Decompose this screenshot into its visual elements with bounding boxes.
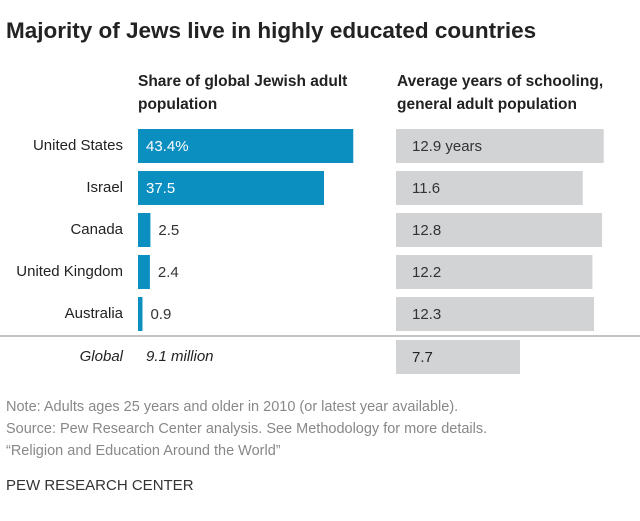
source: “Religion and Education Around the World… [6, 443, 281, 459]
category-label: Canada [70, 221, 123, 238]
value-label: 12.2 [412, 264, 441, 281]
series-header: Share of global Jewish adult population [138, 73, 348, 113]
summary-share: 9.1 million [146, 348, 214, 365]
value-label: 12.9 years [412, 138, 482, 155]
value-label: 2.5 [158, 222, 179, 239]
note: Note: Adults ages 25 years and older in … [6, 399, 458, 415]
credit: PEW RESEARCH CENTER [6, 477, 194, 494]
chart-title: Majority of Jews live in highly educated… [6, 18, 536, 43]
bar [396, 340, 520, 374]
category-label: United Kingdom [16, 263, 123, 280]
bar [396, 297, 595, 331]
bar [138, 171, 324, 205]
bar [396, 213, 603, 247]
bar [396, 255, 593, 289]
value-label: 43.4% [146, 138, 189, 155]
value-label: 12.8 [412, 222, 441, 239]
source: Source: Pew Research Center analysis. Se… [6, 421, 487, 437]
value-label: 11.6 [412, 180, 440, 197]
value-label: 7.7 [412, 349, 433, 366]
bar [396, 171, 583, 205]
category-label: United States [33, 137, 123, 154]
series-header: Average years of schooling, general adul… [397, 73, 604, 113]
bar [138, 297, 143, 331]
category-label: Israel [86, 179, 123, 196]
value-label: 12.3 [412, 306, 441, 323]
bar [138, 213, 151, 247]
bar [396, 129, 604, 163]
value-label: 2.4 [158, 264, 179, 281]
bar [138, 255, 150, 289]
value-label: 0.9 [150, 306, 171, 323]
category-label: Australia [65, 305, 124, 322]
value-label: 37.5 [146, 180, 175, 197]
summary-label: Global [80, 348, 124, 365]
bar [138, 129, 354, 163]
